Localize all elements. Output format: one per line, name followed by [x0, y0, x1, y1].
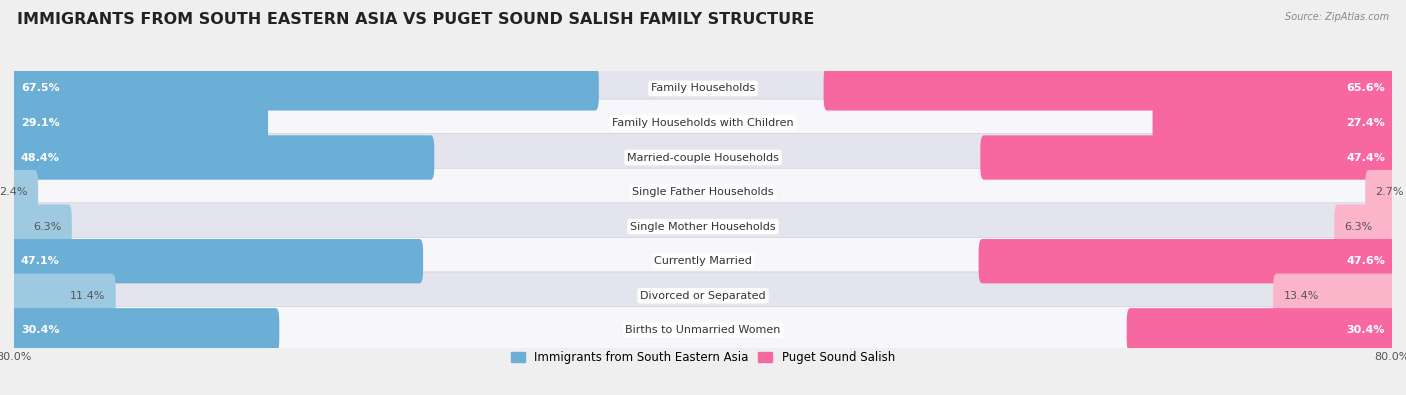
Text: 30.4%: 30.4% [1347, 325, 1385, 335]
Text: 11.4%: 11.4% [70, 291, 105, 301]
FancyBboxPatch shape [11, 307, 1395, 354]
FancyBboxPatch shape [11, 237, 1395, 285]
Text: IMMIGRANTS FROM SOUTH EASTERN ASIA VS PUGET SOUND SALISH FAMILY STRUCTURE: IMMIGRANTS FROM SOUTH EASTERN ASIA VS PU… [17, 12, 814, 27]
Text: Single Father Households: Single Father Households [633, 187, 773, 197]
FancyBboxPatch shape [11, 99, 1395, 147]
Text: Single Mother Households: Single Mother Households [630, 222, 776, 231]
FancyBboxPatch shape [11, 308, 280, 352]
Text: Married-couple Households: Married-couple Households [627, 152, 779, 162]
Text: 2.7%: 2.7% [1375, 187, 1405, 197]
Text: 6.3%: 6.3% [1344, 222, 1372, 231]
FancyBboxPatch shape [11, 239, 423, 283]
FancyBboxPatch shape [979, 239, 1395, 283]
FancyBboxPatch shape [11, 64, 1395, 112]
FancyBboxPatch shape [11, 205, 72, 249]
Text: 65.6%: 65.6% [1347, 83, 1385, 93]
Text: 48.4%: 48.4% [21, 152, 60, 162]
FancyBboxPatch shape [1126, 308, 1395, 352]
Text: 29.1%: 29.1% [21, 118, 59, 128]
Text: 47.1%: 47.1% [21, 256, 59, 266]
FancyBboxPatch shape [11, 203, 1395, 250]
FancyBboxPatch shape [11, 66, 599, 111]
Text: Births to Unmarried Women: Births to Unmarried Women [626, 325, 780, 335]
FancyBboxPatch shape [11, 168, 1395, 216]
Text: 47.6%: 47.6% [1346, 256, 1385, 266]
FancyBboxPatch shape [11, 274, 115, 318]
Text: 30.4%: 30.4% [21, 325, 59, 335]
FancyBboxPatch shape [980, 135, 1395, 180]
Text: 67.5%: 67.5% [21, 83, 59, 93]
FancyBboxPatch shape [824, 66, 1395, 111]
Text: Divorced or Separated: Divorced or Separated [640, 291, 766, 301]
Text: Family Households: Family Households [651, 83, 755, 93]
FancyBboxPatch shape [11, 170, 38, 214]
FancyBboxPatch shape [1153, 101, 1395, 145]
Text: 6.3%: 6.3% [34, 222, 62, 231]
Legend: Immigrants from South Eastern Asia, Puget Sound Salish: Immigrants from South Eastern Asia, Puge… [510, 351, 896, 364]
FancyBboxPatch shape [11, 134, 1395, 181]
FancyBboxPatch shape [11, 272, 1395, 320]
FancyBboxPatch shape [1272, 274, 1395, 318]
Text: Currently Married: Currently Married [654, 256, 752, 266]
Text: 2.4%: 2.4% [0, 187, 28, 197]
FancyBboxPatch shape [1334, 205, 1395, 249]
FancyBboxPatch shape [11, 101, 269, 145]
Text: 47.4%: 47.4% [1346, 152, 1385, 162]
Text: Source: ZipAtlas.com: Source: ZipAtlas.com [1285, 12, 1389, 22]
Text: 13.4%: 13.4% [1284, 291, 1319, 301]
FancyBboxPatch shape [1365, 170, 1395, 214]
FancyBboxPatch shape [11, 135, 434, 180]
Text: 27.4%: 27.4% [1347, 118, 1385, 128]
Text: Family Households with Children: Family Households with Children [612, 118, 794, 128]
